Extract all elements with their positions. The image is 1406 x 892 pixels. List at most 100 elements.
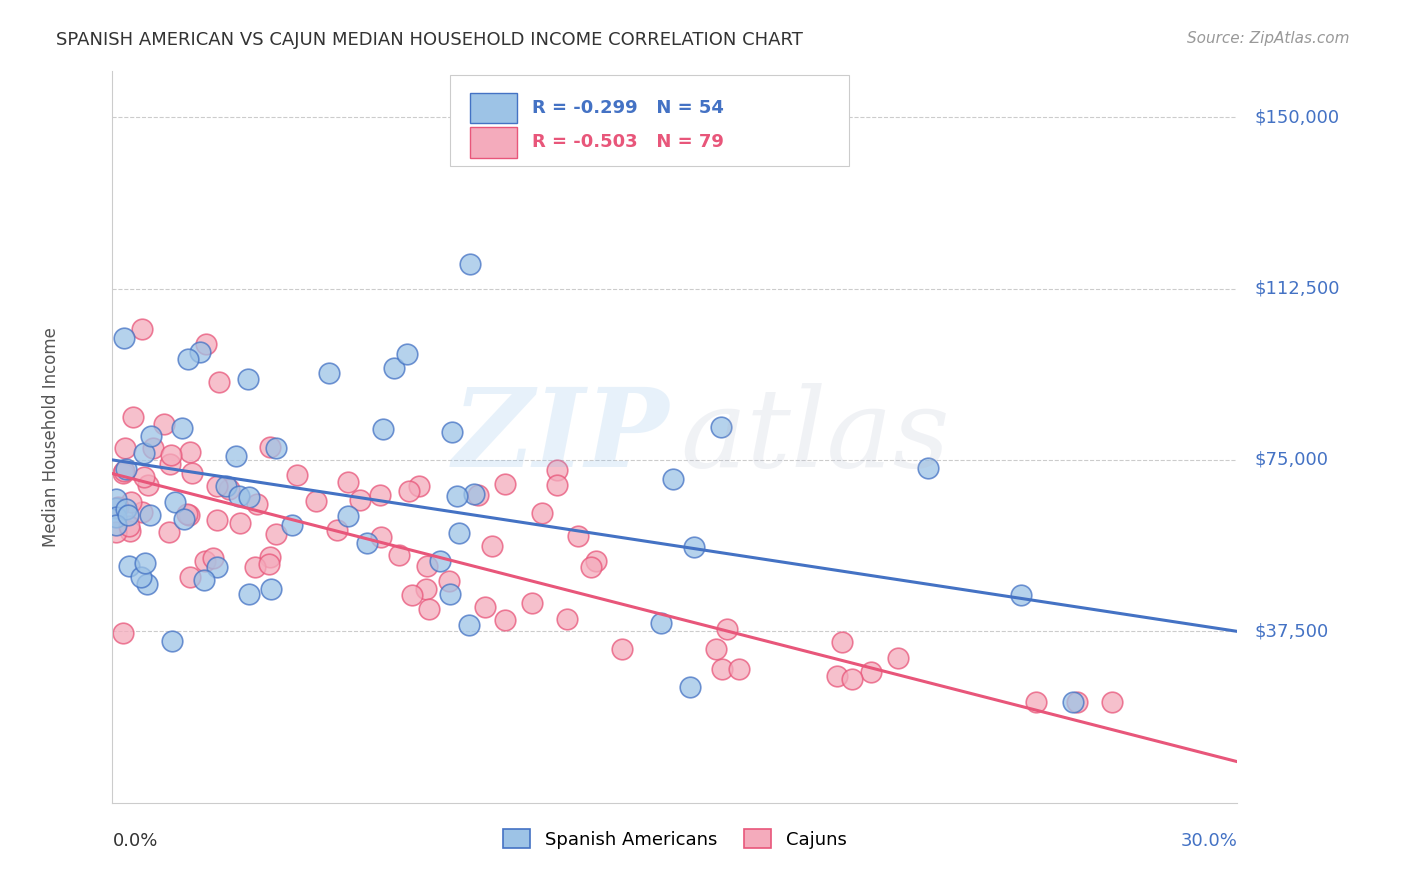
Point (218, 483, 240, 497)
Point (1025, 695, 1047, 709)
Point (159, 457, 181, 471)
Text: R = -0.503   N = 79: R = -0.503 N = 79 (531, 133, 724, 152)
Point (349, 493, 371, 508)
Point (447, 526, 470, 541)
Point (238, 490, 260, 504)
Point (650, 616, 672, 631)
Point (474, 599, 496, 614)
Point (887, 651, 910, 665)
Point (285, 468, 308, 483)
Point (579, 559, 602, 574)
Point (368, 488, 391, 502)
Point (860, 665, 883, 680)
Text: atlas: atlas (681, 384, 950, 491)
Point (177, 351, 200, 366)
Point (467, 487, 489, 501)
Point (326, 523, 349, 537)
Point (163, 495, 186, 509)
Point (112, 464, 135, 478)
Point (408, 479, 430, 493)
Point (264, 441, 287, 455)
Point (160, 449, 183, 463)
Point (1101, 695, 1123, 709)
Point (711, 662, 734, 676)
Point (439, 587, 461, 601)
Point (105, 491, 128, 506)
Point (336, 509, 359, 524)
Point (120, 495, 142, 509)
Point (264, 526, 287, 541)
Point (530, 507, 553, 521)
Point (662, 472, 685, 486)
Point (437, 574, 460, 589)
Point (131, 505, 153, 519)
Point (610, 641, 633, 656)
Point (382, 361, 405, 376)
Text: $37,500: $37,500 (1254, 623, 1329, 640)
Text: 30.0%: 30.0% (1181, 832, 1237, 850)
Point (304, 493, 326, 508)
Point (105, 500, 128, 515)
Point (917, 461, 939, 475)
Point (153, 417, 176, 431)
Point (194, 336, 217, 351)
Point (398, 484, 420, 499)
Text: SPANISH AMERICAN VS CAJUN MEDIAN HOUSEHOLD INCOME CORRELATION CHART: SPANISH AMERICAN VS CAJUN MEDIAN HOUSEHO… (56, 31, 803, 49)
Point (205, 559, 228, 574)
Point (107, 500, 129, 514)
Point (546, 477, 568, 491)
Point (228, 489, 250, 503)
Point (118, 524, 141, 539)
Point (356, 536, 378, 550)
Point (136, 577, 159, 591)
Point (188, 345, 211, 359)
Point (207, 513, 229, 527)
Point (704, 642, 727, 657)
FancyBboxPatch shape (470, 93, 517, 123)
FancyBboxPatch shape (450, 75, 849, 167)
Point (176, 508, 198, 522)
Point (416, 558, 439, 573)
Point (160, 634, 183, 648)
Point (105, 524, 128, 539)
Point (710, 420, 733, 434)
Point (193, 573, 215, 587)
Point (202, 551, 225, 566)
Point (1062, 695, 1084, 709)
Point (177, 508, 200, 522)
Point (458, 617, 481, 632)
Point (105, 517, 128, 532)
Point (585, 554, 607, 568)
Text: Source: ZipAtlas.com: Source: ZipAtlas.com (1187, 31, 1350, 46)
Point (396, 347, 419, 361)
Point (679, 680, 702, 694)
Point (567, 529, 589, 543)
Point (225, 450, 247, 464)
Point (494, 477, 516, 491)
Point (463, 487, 485, 501)
Point (415, 582, 437, 597)
Text: $75,000: $75,000 (1254, 451, 1329, 469)
Point (257, 557, 280, 571)
Point (229, 516, 252, 530)
Point (841, 673, 863, 687)
Point (460, 257, 482, 271)
Point (193, 554, 215, 568)
Text: ZIP: ZIP (453, 384, 669, 491)
Point (132, 470, 155, 484)
Point (142, 441, 165, 455)
Point (481, 539, 503, 553)
Point (117, 519, 139, 533)
Point (370, 530, 392, 544)
Point (139, 429, 162, 443)
Point (159, 524, 181, 539)
Point (371, 422, 394, 436)
Point (136, 478, 159, 492)
Point (441, 425, 464, 440)
Point (114, 441, 136, 455)
Point (245, 560, 267, 574)
Point (429, 554, 451, 568)
Point (112, 466, 135, 480)
Point (181, 466, 204, 480)
Point (115, 501, 138, 516)
